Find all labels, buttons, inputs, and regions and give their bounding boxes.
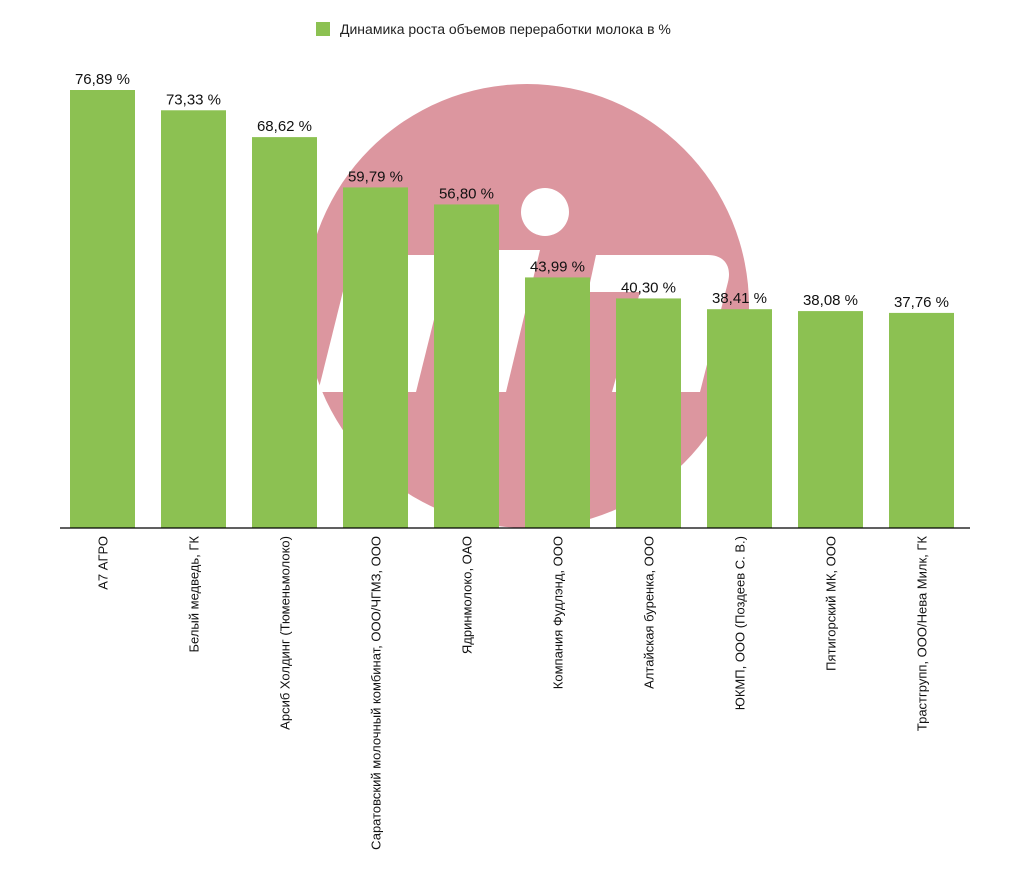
legend-label: Динамика роста объемов переработки молок…	[340, 21, 671, 37]
data-label: 68,62 %	[257, 118, 312, 135]
x-tick-label: Алтайская буренка, ООО	[642, 536, 657, 689]
bar	[70, 90, 135, 528]
x-tick-label: Пятигорский МК, ООО	[824, 536, 839, 671]
data-label: 59,79 %	[348, 168, 403, 185]
x-tick-label: Ядринмолоко, ОАО	[460, 536, 475, 654]
data-label: 56,80 %	[439, 185, 494, 202]
x-tick-label: Саратовский молочный комбинат, ООО/ЧГМЗ,…	[369, 536, 384, 850]
x-tick-label: Арсиб Холдинг (Тюменьмолоко)	[278, 536, 293, 730]
x-tick-label: А7 АГРО	[96, 536, 111, 590]
bars-group	[70, 90, 954, 529]
bar	[616, 298, 681, 528]
data-label: 43,99 %	[530, 258, 585, 275]
bar	[707, 309, 772, 528]
data-label: 76,89 %	[75, 71, 130, 88]
bar	[798, 311, 863, 528]
x-tick-label: Трастгрупп, ООО/Нева Милк, ГК	[915, 536, 930, 732]
bar	[343, 187, 408, 528]
data-label: 40,30 %	[621, 279, 676, 296]
x-tick-labels-group: А7 АГРО Белый медведь, ГК Арсиб Холдинг (Т…	[96, 536, 930, 850]
bar	[161, 110, 226, 528]
data-labels-group: 76,89 % 73,33 % 68,62 % 59,79 % 56,80 % 43,99…	[75, 71, 949, 311]
bar	[889, 312, 954, 528]
data-label: 38,08 %	[803, 292, 858, 309]
x-tick-label: Компания Фудлэнд, ООО	[551, 536, 566, 689]
legend: Динамика роста объемов переработки молок…	[316, 21, 671, 37]
bar	[252, 137, 317, 529]
x-tick-label: Белый медведь, ГК	[187, 536, 202, 653]
data-label: 73,33 %	[166, 91, 221, 108]
x-tick-label: ЮКМП, ООО (Поздеев С. В.)	[733, 536, 748, 710]
bar	[434, 204, 499, 529]
legend-swatch	[316, 22, 330, 36]
bar	[525, 277, 590, 528]
data-label: 38,41 %	[712, 290, 767, 307]
data-label: 37,76 %	[894, 294, 949, 311]
